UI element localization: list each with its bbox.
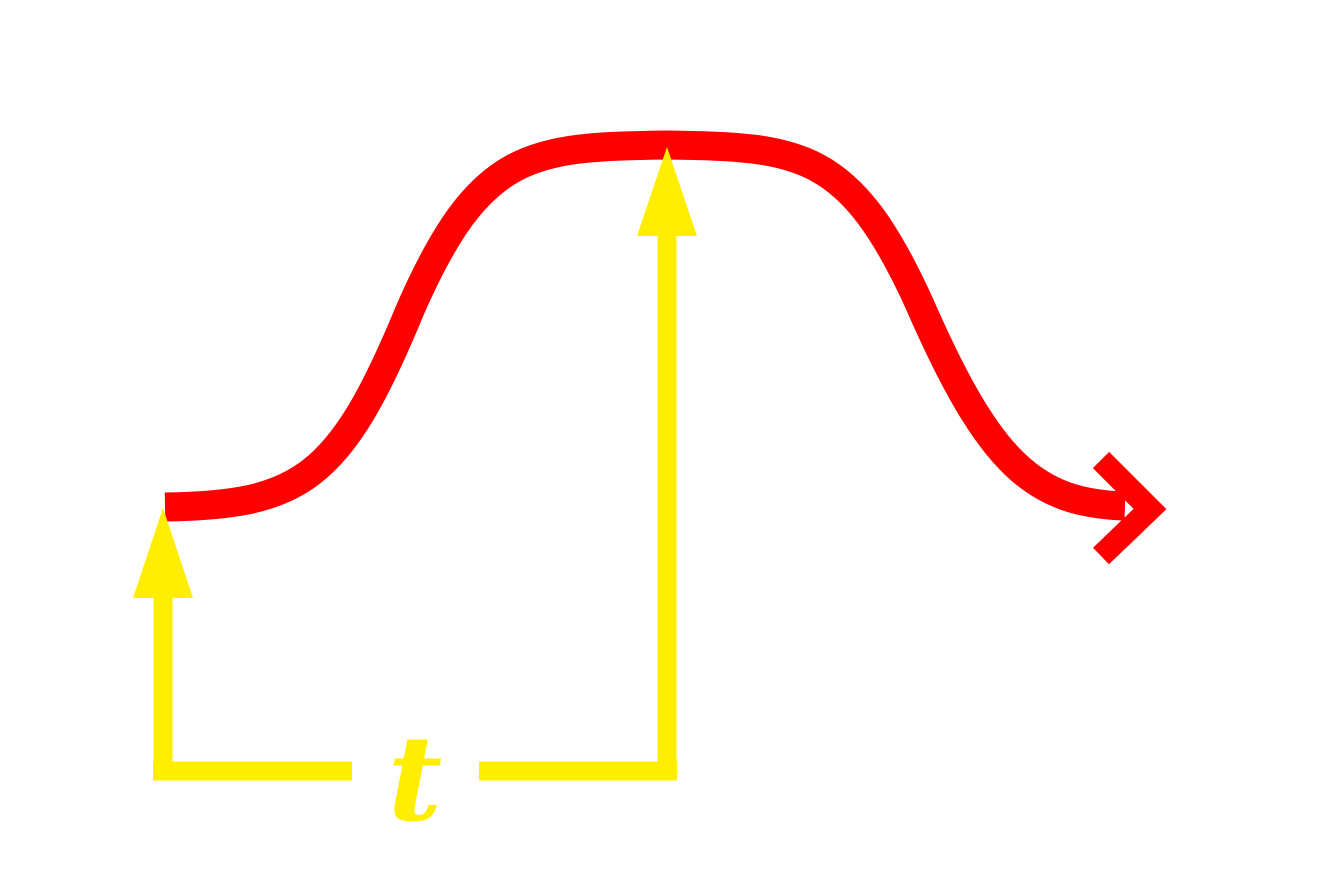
left-marker-arrowhead [133,508,193,598]
interval-label: t [388,709,443,848]
right-marker-arrowhead [637,147,697,236]
pulse-arrowhead [1092,451,1167,565]
pulse-curve [164,130,1126,522]
